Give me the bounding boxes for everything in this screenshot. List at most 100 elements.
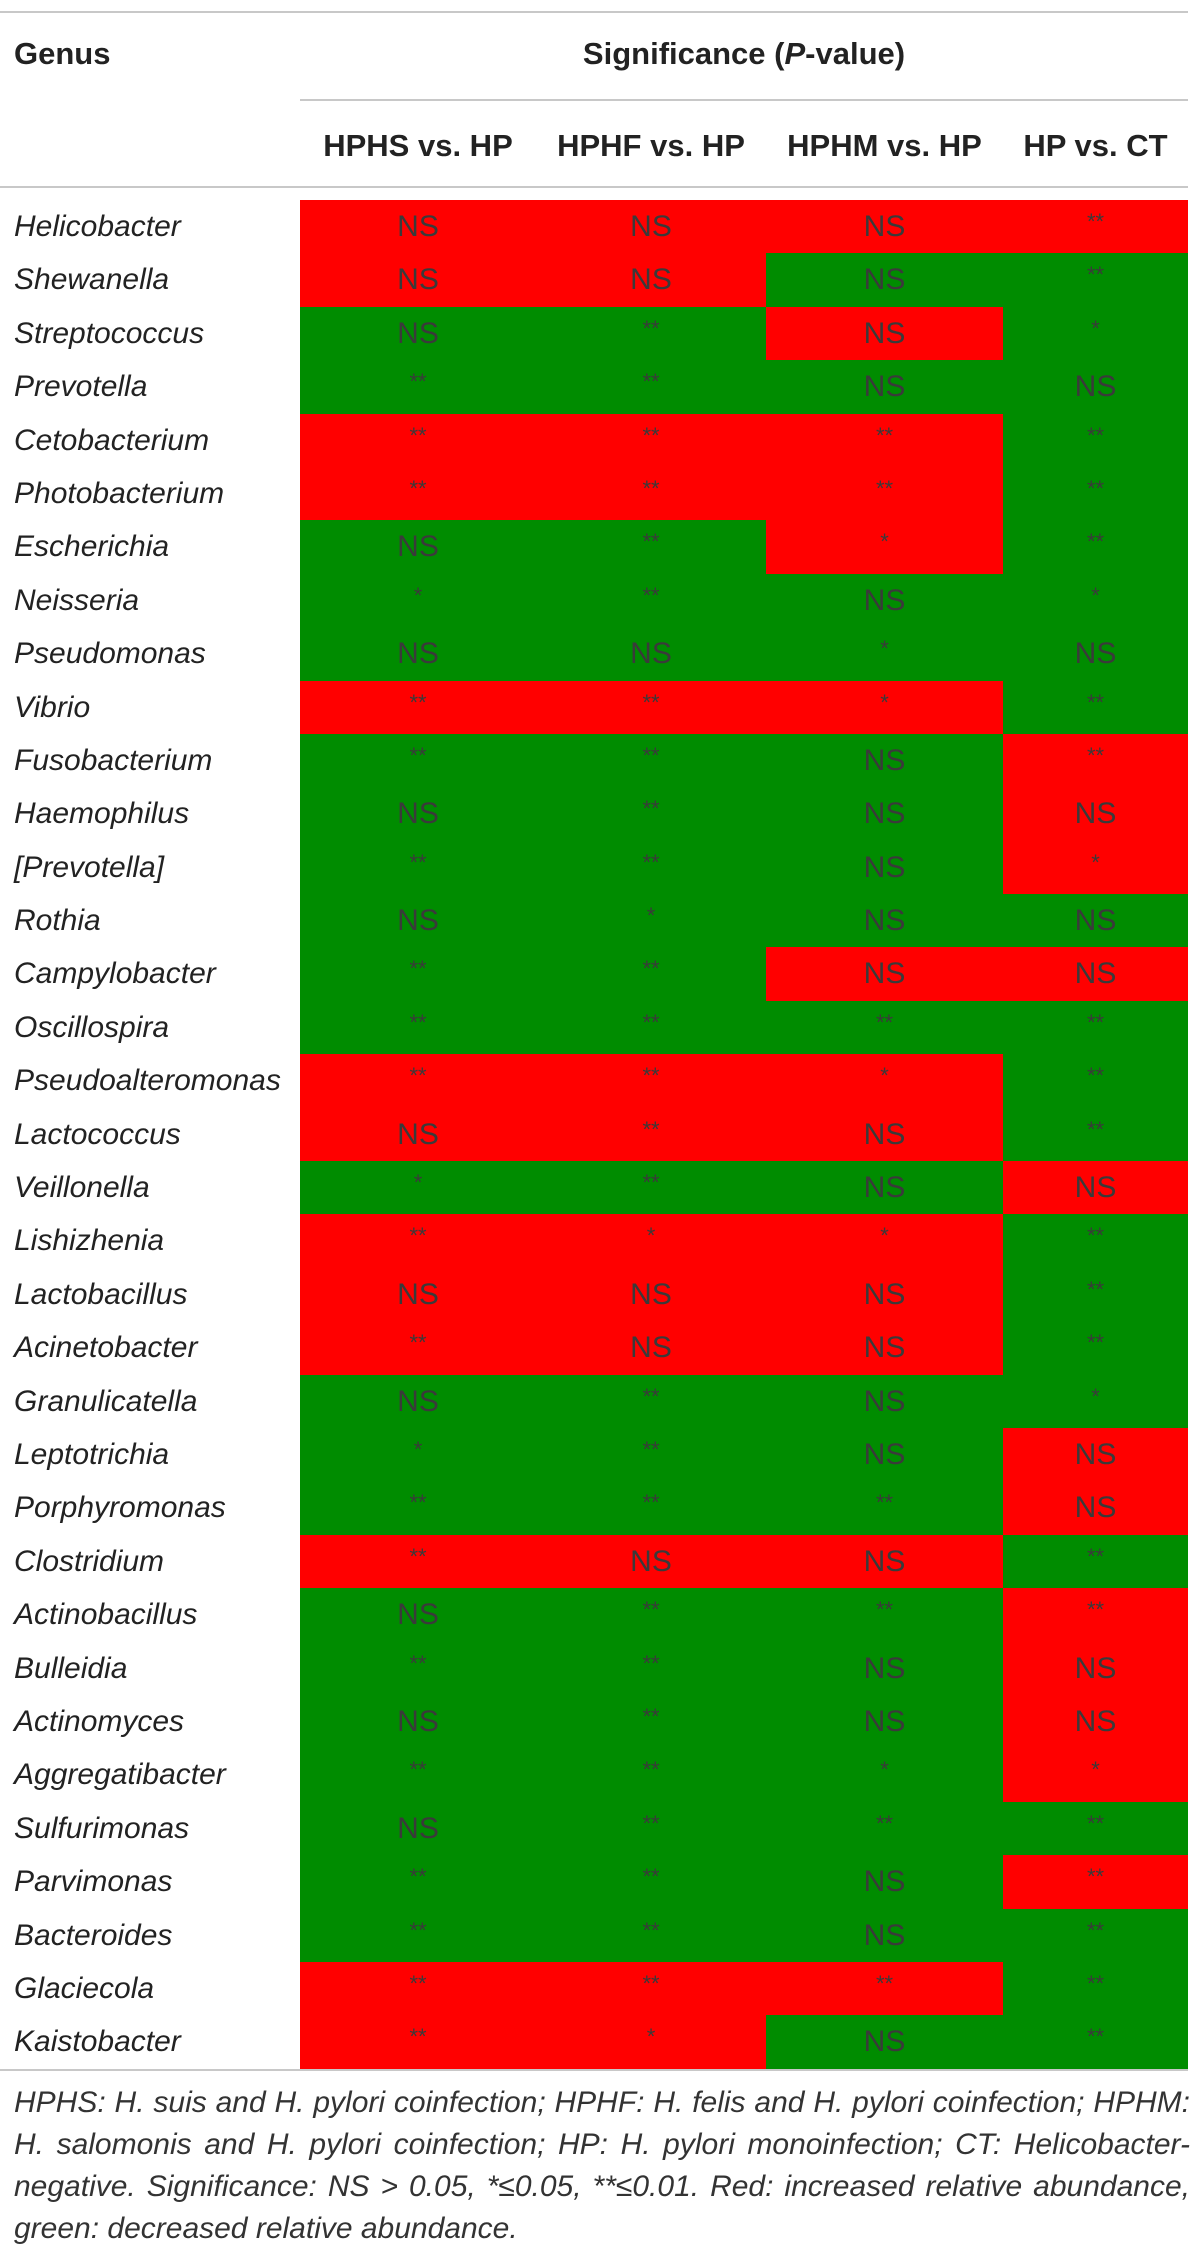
table-row: Fusobacterium ** ** NS ** (0, 733, 1200, 788)
significance-cell: ** (536, 1054, 766, 1108)
significance-cell: NS (536, 1267, 766, 1322)
significance-cell: NS (766, 2015, 1003, 2069)
significance-cell: ** (536, 1641, 766, 1695)
significance-cell: ** (300, 947, 536, 1001)
significance-cell: ** (1003, 413, 1188, 467)
significance-cell: NS (300, 1801, 536, 1856)
significance-cell: ** (1003, 1214, 1188, 1268)
table-row: Lactobacillus NS NS NS ** (0, 1267, 1200, 1322)
significance-cell: ** (1003, 200, 1188, 254)
significance-cell: ** (300, 1321, 536, 1375)
significance-cell: NS (300, 253, 536, 307)
significance-cell: ** (300, 1000, 536, 1055)
significance-cell: ** (536, 1000, 766, 1055)
table-row: Porphyromonas ** ** ** NS (0, 1481, 1200, 1535)
significance-cell: ** (1003, 253, 1188, 307)
significance-cell: NS (536, 1321, 766, 1375)
table-row: Leptotrichia * ** NS NS (0, 1427, 1200, 1482)
table-row: Lishizhenia ** * * ** (0, 1214, 1200, 1268)
significance-rule (300, 99, 1188, 101)
significance-cell: * (1003, 306, 1188, 361)
table-row: [Prevotella] ** ** NS * (0, 840, 1200, 895)
genus-header: Genus (14, 36, 111, 71)
significance-cell: NS (766, 1267, 1003, 1322)
genus-cell: Sulfurimonas (14, 1811, 190, 1845)
significance-cell: NS (766, 1908, 1003, 1962)
significance-cell: ** (536, 1161, 766, 1215)
significance-cell: ** (536, 1908, 766, 1962)
genus-cell: Acinetobacter (14, 1331, 198, 1365)
significance-cell: ** (1003, 733, 1188, 788)
table-row: Shewanella NS NS NS ** (0, 253, 1200, 307)
table-row: Lactococcus NS ** NS ** (0, 1107, 1200, 1162)
genus-cell: Granulicatella (14, 1384, 198, 1418)
significance-cell: ** (536, 840, 766, 895)
genus-cell: [Prevotella] (14, 850, 165, 884)
significance-cell: ** (536, 1748, 766, 1802)
significance-cell: NS (1003, 894, 1188, 948)
significance-cell: NS (766, 306, 1003, 361)
genus-cell: Prevotella (14, 370, 148, 404)
significance-cell: NS (766, 1374, 1003, 1428)
significance-cell: NS (766, 200, 1003, 254)
top-rule (0, 11, 1188, 13)
significance-cell: * (300, 1427, 536, 1482)
genus-cell: Kaistobacter (14, 2025, 181, 2059)
table-row: Neisseria * ** NS * (0, 573, 1200, 628)
genus-cell: Neisseria (14, 583, 140, 617)
significance-cell: NS (766, 1427, 1003, 1482)
significance-cell: ** (300, 360, 536, 414)
significance-cell: * (536, 2015, 766, 2069)
table-row: Streptococcus NS ** NS * (0, 306, 1200, 361)
significance-cell: NS (300, 1107, 536, 1162)
significance-cell: ** (536, 680, 766, 734)
significance-cell: NS (300, 1694, 536, 1749)
significance-cell: NS (766, 1534, 1003, 1589)
col-header-hphm: HPHM vs. HP (787, 128, 982, 163)
significance-cell: ** (300, 1855, 536, 1909)
significance-cell: NS (536, 1534, 766, 1589)
significance-cell: ** (536, 947, 766, 1001)
significance-cell: ** (766, 466, 1003, 521)
significance-cell: ** (536, 1481, 766, 1535)
table-row: Acinetobacter ** NS NS ** (0, 1321, 1200, 1375)
significance-cell: * (766, 1214, 1003, 1268)
significance-cell: NS (766, 840, 1003, 895)
significance-cell: ** (1003, 1908, 1188, 1962)
significance-header-p: P (784, 36, 806, 71)
significance-cell: ** (1003, 1267, 1188, 1322)
table-row: Glaciecola ** ** ** ** (0, 1961, 1200, 2016)
significance-cell: ** (766, 1000, 1003, 1055)
significance-cell: NS (1003, 1427, 1188, 1482)
significance-cell: NS (300, 1267, 536, 1322)
significance-cell: NS (766, 894, 1003, 948)
significance-header-post: -value) (805, 36, 906, 71)
significance-cell: NS (1003, 360, 1188, 414)
genus-cell: Lactobacillus (14, 1277, 188, 1311)
significance-cell: NS (766, 1641, 1003, 1695)
significance-cell: ** (766, 1801, 1003, 1856)
significance-cell: ** (1003, 680, 1188, 734)
significance-cell: ** (536, 466, 766, 521)
table-row: Parvimonas ** ** NS ** (0, 1855, 1200, 1909)
genus-cell: Veillonella (14, 1171, 150, 1205)
significance-cell: ** (536, 1694, 766, 1749)
significance-cell: ** (536, 787, 766, 841)
significance-cell: ** (300, 466, 536, 521)
significance-cell: ** (536, 1855, 766, 1909)
table-row: Sulfurimonas NS ** ** ** (0, 1801, 1200, 1856)
genus-cell: Rothia (14, 904, 101, 938)
significance-cell: ** (536, 306, 766, 361)
genus-cell: Haemophilus (14, 797, 190, 831)
significance-cell: ** (1003, 520, 1188, 574)
significance-cell: ** (1003, 1855, 1188, 1909)
significance-cell: * (1003, 1374, 1188, 1428)
significance-cell: ** (1003, 1054, 1188, 1108)
significance-cell: NS (1003, 787, 1188, 841)
significance-header: Significance (P-value) (300, 36, 1188, 72)
significance-cell: * (1003, 840, 1188, 895)
significance-cell: ** (1003, 466, 1188, 521)
significance-header-pre: Significance ( (582, 36, 785, 71)
significance-cell: ** (536, 1588, 766, 1642)
significance-cell: NS (766, 1855, 1003, 1909)
